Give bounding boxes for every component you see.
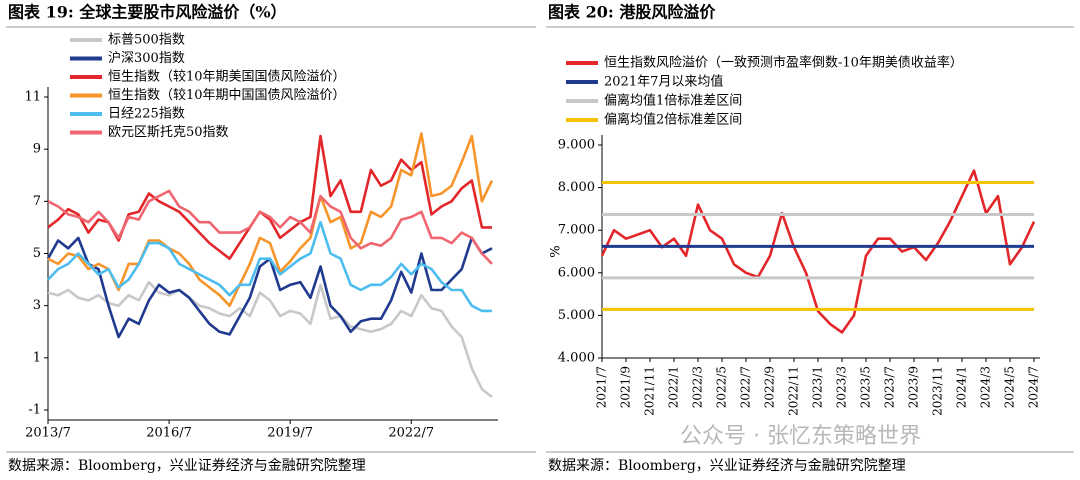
legend-label: 欧元区斯托克50指数	[108, 125, 229, 140]
chart-title: 图表 19: 全球主要股市风险溢价（%）	[8, 3, 287, 22]
x-tick-label: 2022/9	[763, 366, 777, 408]
x-tick-label: 2023/11	[931, 366, 945, 416]
x-tick-label: 2022/7	[388, 426, 434, 441]
series-line	[47, 280, 493, 399]
watermark: 公众号 · 张忆东策略世界	[680, 424, 921, 449]
legend-label: 2021年7月以来均值	[604, 74, 723, 90]
series-line	[46, 236, 493, 339]
x-tick-label: 2023/1	[811, 366, 825, 408]
x-tick-label: 2022/1	[667, 366, 681, 408]
x-tick-label: 2021/11	[643, 366, 657, 416]
y-tick-label: 7	[33, 194, 41, 209]
x-tick-label: 2021/7	[595, 366, 609, 408]
legend-label: 恒生指数（较10年期美国国债风险溢价）	[108, 70, 346, 85]
x-tick-label: 2024/3	[979, 366, 993, 408]
y-axis-label: %	[549, 245, 564, 257]
x-tick-label: 2022/3	[691, 366, 705, 408]
y-tick-label: 5	[33, 246, 41, 261]
x-tick-label: 2023/3	[835, 366, 849, 408]
legend-label: 偏离均值2倍标准差区间	[604, 112, 742, 128]
series-line	[47, 189, 493, 265]
x-tick-label: 2024/1	[955, 366, 969, 408]
y-tick-label: 4.000	[558, 351, 595, 366]
x-tick-label: 2023/7	[883, 366, 897, 408]
legend-label: 标普500指数	[108, 33, 185, 48]
source: 数据来源：Bloomberg，兴业证券经济与金融研究院整理	[8, 458, 366, 474]
x-tick-label: 2019/7	[267, 426, 313, 441]
x-tick-label: 2022/7	[739, 366, 753, 408]
legend-label: 恒生指数风险溢价（一致预测市盈率倒数-10年期美债收益率）	[604, 55, 963, 71]
y-tick-label: 11	[24, 90, 41, 105]
y-tick-label: 7.000	[558, 223, 595, 238]
x-tick-label: 2013/7	[25, 426, 71, 441]
series-line	[47, 220, 492, 313]
y-tick-label: 9	[33, 142, 41, 157]
y-tick-label: -1	[28, 403, 41, 418]
x-tick-label: 2022/5	[715, 366, 729, 408]
legend-label: 偏离均值1倍标准差区间	[604, 93, 742, 109]
y-tick-label: 5.000	[558, 308, 595, 323]
x-tick-label: 2023/5	[859, 366, 873, 408]
y-tick-label: 3	[33, 298, 41, 313]
source: 数据来源：Bloomberg，兴业证券经济与金融研究院整理	[548, 458, 906, 474]
x-tick-label: 2024/5	[1003, 366, 1017, 408]
legend-label: 沪深300指数	[108, 50, 185, 66]
series-line	[47, 132, 494, 307]
x-tick-label: 2016/7	[146, 426, 192, 441]
x-tick-label: 2021/9	[619, 366, 633, 408]
x-tick-label: 2023/9	[907, 366, 921, 408]
y-tick-label: 9.000	[558, 138, 595, 153]
series-line	[600, 169, 1036, 334]
x-tick-label: 2022/11	[787, 366, 801, 416]
legend-label: 恒生指数（较10年期中国国债风险溢价）	[108, 88, 346, 103]
y-tick-label: 1	[33, 350, 41, 365]
chart-title: 图表 20: 港股风险溢价	[548, 3, 716, 22]
legend-label: 日经225指数	[108, 107, 185, 122]
x-tick-label: 2024/7	[1027, 366, 1041, 408]
y-tick-label: 8.000	[558, 180, 595, 195]
y-tick-label: 6.000	[558, 265, 595, 280]
